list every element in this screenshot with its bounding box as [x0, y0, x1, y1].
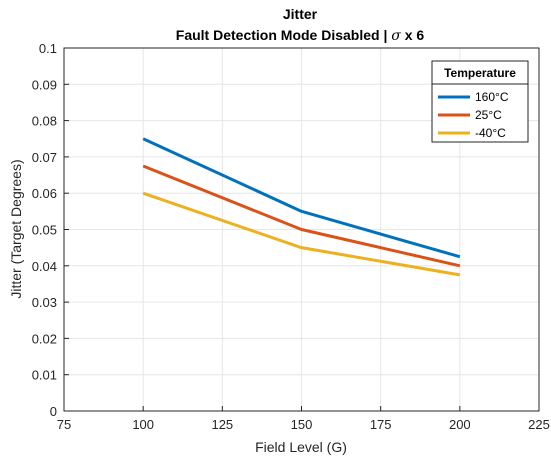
y-tick-label: 0.02 [32, 331, 57, 346]
axis-ticks: 75 100 125 150 175 200 225 0 0.01 0.02 0.03 0.04 0.0… [32, 41, 550, 432]
y-tick-label: 0.06 [32, 186, 57, 201]
x-tick-label: 75 [57, 417, 71, 432]
chart-subtitle: Fault Detection Mode Disabled | σ x 6 [176, 27, 425, 44]
x-tick-label: 175 [370, 417, 392, 432]
legend-label-2: -40°C [475, 126, 506, 140]
legend-title: Temperature [444, 66, 516, 80]
chart-subtitle-suffix: x 6 [401, 27, 425, 43]
y-tick-label: 0.03 [32, 295, 57, 310]
y-tick-label: 0 [50, 404, 57, 419]
legend-box [431, 60, 529, 143]
series-lines [142, 137, 461, 277]
x-tick-label: 225 [528, 417, 550, 432]
y-tick-label: 0.05 [32, 223, 57, 238]
x-tick-label: 150 [291, 417, 313, 432]
y-axis-label: Jitter (Target Degrees) [8, 159, 24, 298]
chart-title: Jitter [283, 6, 318, 22]
chart-subtitle-text: Fault Detection Mode Disabled | [176, 27, 392, 43]
y-tick-label: 0.1 [39, 41, 57, 56]
y-tick-label: 0.09 [32, 77, 57, 92]
y-tick-label: 0.04 [32, 259, 57, 274]
x-axis-label: Field Level (G) [255, 439, 347, 455]
legend-label-1: 25°C [475, 108, 502, 122]
series-line-1 [142, 164, 461, 268]
x-tick-label: 125 [211, 417, 233, 432]
y-tick-label: 0.01 [32, 368, 57, 383]
y-tick-label: 0.08 [32, 114, 57, 129]
chart-subtitle-sigma: σ [391, 28, 401, 44]
x-tick-label: 200 [449, 417, 471, 432]
legend: Temperature 160°C 25°C -40°C [431, 60, 529, 143]
y-tick-label: 0.07 [32, 150, 57, 165]
series-line-2 [142, 191, 461, 277]
x-tick-label: 100 [132, 417, 154, 432]
series-line-0 [142, 137, 461, 259]
legend-label-0: 160°C [475, 90, 509, 104]
